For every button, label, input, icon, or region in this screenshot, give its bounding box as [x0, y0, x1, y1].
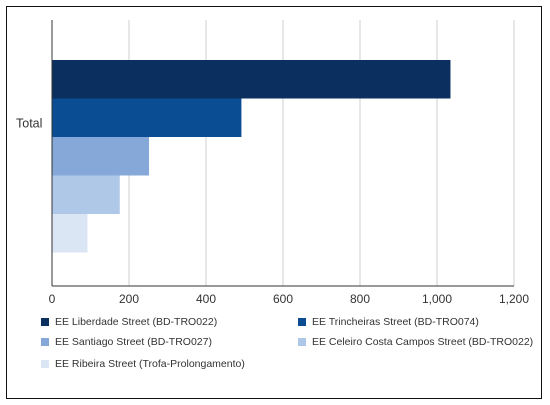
x-tick-label: 1,200 [499, 292, 529, 306]
legend-item: EE Santiago Street (BD-TRO027) [41, 336, 212, 348]
category-labels: Total [16, 116, 42, 130]
legend-label: EE Ribeira Street (Trofa-Prolongamento) [55, 358, 245, 370]
legend-label: EE Trincheiras Street (BD-TRO074) [312, 316, 479, 328]
x-tick-label: 600 [273, 292, 293, 306]
axes [51, 20, 514, 287]
x-tick-label: 400 [196, 292, 216, 306]
x-tick-label: 200 [119, 292, 139, 306]
bars [52, 60, 451, 253]
legend-item: EE Trincheiras Street (BD-TRO074) [298, 316, 479, 328]
bar [52, 98, 242, 137]
legend-swatch [41, 338, 49, 346]
legend-swatch [41, 360, 49, 368]
x-tick-labels: 0 200 400 600 800 1,000 1,200 [49, 292, 530, 306]
legend-label: EE Santiago Street (BD-TRO027) [55, 336, 212, 348]
legend-item: EE Liberdade Street (BD-TRO022) [41, 316, 217, 328]
x-tick-label: 0 [49, 292, 56, 306]
legend-swatch [298, 338, 306, 346]
legend-swatch [298, 318, 306, 326]
legend-label: EE Liberdade Street (BD-TRO022) [55, 316, 218, 328]
legend: EE Liberdade Street (BD-TRO022) EE Trinch… [41, 316, 533, 386]
category-label: Total [16, 116, 42, 130]
x-tick-label: 800 [350, 292, 370, 306]
grid-lines [128, 20, 515, 286]
bar [52, 60, 451, 99]
legend-swatch [41, 318, 49, 326]
legend-item: EE Celeiro Costa Campos Street (BD-TRO02… [298, 336, 533, 348]
bar [52, 137, 150, 176]
legend-label: EE Celeiro Costa Campos Street (BD-TRO02… [312, 336, 534, 348]
bar [52, 175, 120, 214]
x-tick-label: 1,000 [422, 292, 452, 306]
bar [52, 214, 88, 253]
legend-item: EE Ribeira Street (Trofa-Prolongamento) [41, 358, 245, 370]
